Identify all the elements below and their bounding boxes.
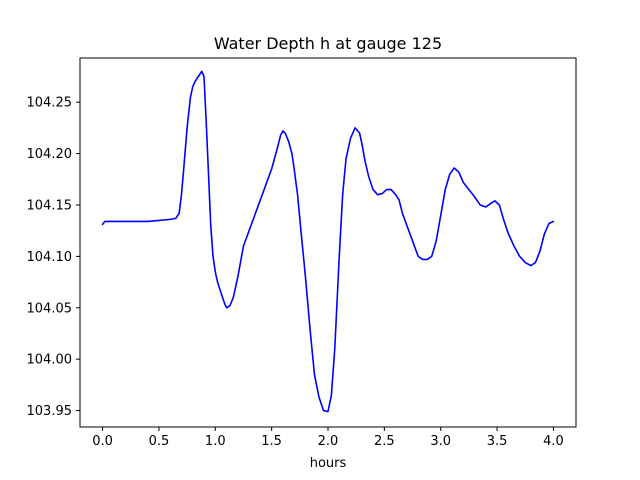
x-tick-label: 4.0 <box>543 434 564 449</box>
y-tick-label: 104.10 <box>27 250 73 265</box>
x-tick-label: 0.0 <box>92 434 113 449</box>
x-tick-label: 2.5 <box>374 434 395 449</box>
y-tick-label: 103.95 <box>27 404 73 419</box>
x-axis-ticks: 0.0 0.5 1.0 1.5 2.0 2.5 3.0 3.5 4.0 <box>92 427 564 449</box>
x-tick-label: 1.0 <box>205 434 226 449</box>
y-tick-label: 104.00 <box>27 353 73 368</box>
y-tick-label: 104.05 <box>27 301 73 316</box>
x-axis-label: hours <box>310 456 347 471</box>
y-axis-ticks: 103.95 104.00 104.05 104.10 104.15 104.20 104.… <box>27 96 80 419</box>
x-tick-label: 0.5 <box>149 434 170 449</box>
series-line-0 <box>101 70 555 413</box>
y-tick-label: 104.25 <box>27 96 73 111</box>
x-tick-label: 2.0 <box>318 434 339 449</box>
chart-title: Water Depth h at gauge 125 <box>214 34 442 53</box>
y-tick-label: 104.15 <box>27 198 73 213</box>
x-tick-label: 3.0 <box>430 434 451 449</box>
x-tick-label: 3.5 <box>487 434 508 449</box>
x-tick-label: 1.5 <box>261 434 282 449</box>
y-tick-label: 104.20 <box>27 147 73 162</box>
data-layer <box>101 70 555 413</box>
